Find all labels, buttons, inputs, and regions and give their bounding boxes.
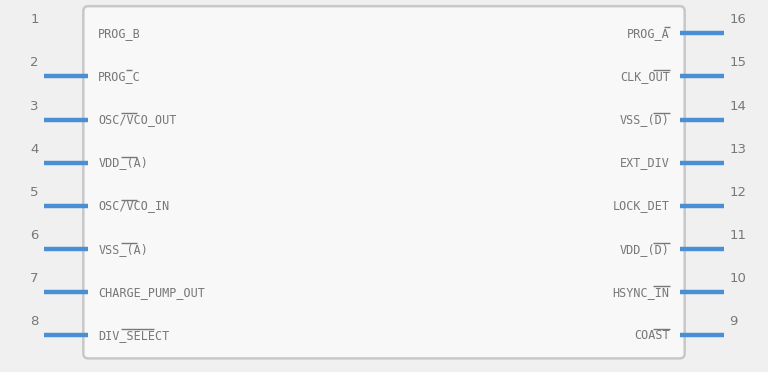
Text: HSYNC_IN: HSYNC_IN (613, 286, 670, 299)
Text: 1: 1 (30, 13, 38, 26)
Text: VSS_(A): VSS_(A) (98, 243, 148, 256)
Text: 15: 15 (730, 56, 746, 69)
Text: PROG_A: PROG_A (627, 27, 670, 40)
Text: EXT_DIV: EXT_DIV (620, 156, 670, 169)
Text: 13: 13 (730, 143, 746, 156)
Text: OSC/VCO_IN: OSC/VCO_IN (98, 199, 170, 212)
Text: OSC/VCO_OUT: OSC/VCO_OUT (98, 113, 177, 126)
Text: 2: 2 (30, 56, 38, 69)
FancyBboxPatch shape (83, 6, 685, 358)
Text: 10: 10 (730, 272, 746, 285)
Text: VDD_(D): VDD_(D) (620, 243, 670, 256)
Text: 7: 7 (30, 272, 38, 285)
Text: PROG_B: PROG_B (98, 27, 141, 40)
Text: 6: 6 (31, 229, 38, 242)
Text: CLK_OUT: CLK_OUT (620, 70, 670, 83)
Text: 12: 12 (730, 186, 746, 199)
Text: CHARGE_PUMP_OUT: CHARGE_PUMP_OUT (98, 286, 205, 299)
Text: 11: 11 (730, 229, 746, 242)
Text: DIV_SELECT: DIV_SELECT (98, 329, 170, 342)
Text: 5: 5 (30, 186, 38, 199)
Text: 4: 4 (31, 143, 38, 156)
Text: 9: 9 (730, 315, 737, 328)
Text: VDD_(A): VDD_(A) (98, 156, 148, 169)
Text: LOCK_DET: LOCK_DET (613, 199, 670, 212)
Text: COAST: COAST (634, 329, 670, 342)
Text: 3: 3 (30, 100, 38, 112)
Text: 16: 16 (730, 13, 746, 26)
Text: PROG_C: PROG_C (98, 70, 141, 83)
Text: 14: 14 (730, 100, 746, 112)
Text: 8: 8 (31, 315, 38, 328)
Text: VSS_(D): VSS_(D) (620, 113, 670, 126)
